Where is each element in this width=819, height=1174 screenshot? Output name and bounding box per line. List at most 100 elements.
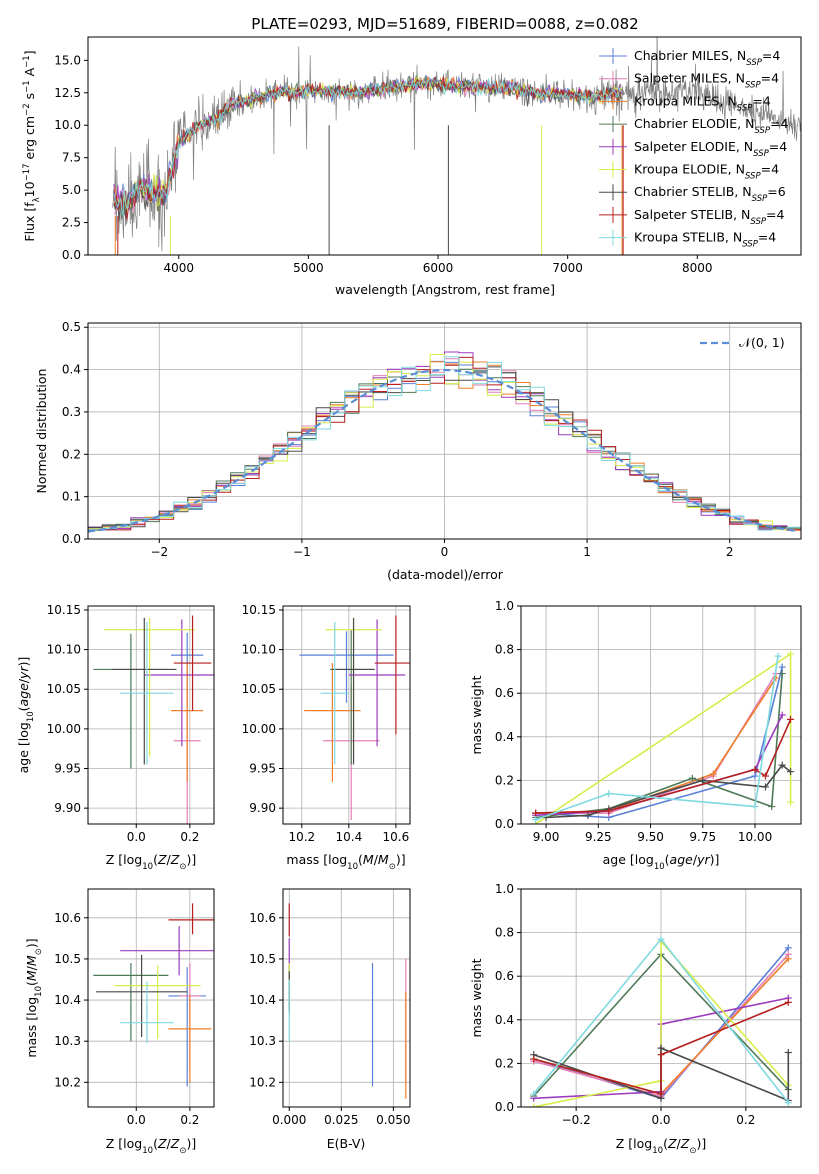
spectrum-title: PLATE=0293, MJD=51689, FIBERID=0088, z=0…	[251, 15, 638, 33]
y-tick-label: 10.4	[249, 993, 276, 1007]
weight-marker-kroupa_elodie	[787, 650, 795, 658]
y-tick-label: 5.0	[62, 183, 81, 197]
x-tick-label: 9.25	[585, 830, 612, 844]
x-tick-label: 7000	[552, 261, 583, 275]
panel-mass-vs-Z: 0.0 0.2 10.2 10.3 10.4 10.5 10.6 Z [log10(Z/Z⊙)…	[24, 888, 215, 1156]
legend-label-salpeter_stelib: Salpeter STELIB, NSSP=4	[634, 207, 784, 227]
weight-marker-kroupa_miles	[709, 770, 717, 778]
x-tick-label: 9.00	[533, 830, 560, 844]
y-tick-label: 0.4	[62, 363, 81, 377]
weight-vs-age-xlabel: age [log10(age/yr)]	[603, 852, 720, 872]
legend-label-chabrier_stelib: Chabrier STELIB, NSSP=6	[634, 184, 786, 204]
x-tick-label: −2	[150, 545, 168, 559]
legend-label-salpeter_miles: Salpeter MILES, NSSP=4	[634, 71, 779, 91]
weight-marker-salpeter_stelib	[657, 1090, 665, 1098]
errorbar-kroupa_stelib	[120, 981, 174, 1044]
y-tick-label: 9.90	[249, 801, 276, 815]
x-tick-label: −0.2	[562, 1113, 591, 1127]
y-tick-label: 0.2	[495, 1056, 514, 1070]
y-tick-label: 10.10	[242, 643, 276, 657]
weight-line-kroupa_elodie	[533, 939, 789, 1107]
panel-age-vs-Z: 0.0 0.2 9.90 9.95 10.00 10.05 10.10 10.15 Z [log…	[16, 603, 215, 872]
weight-marker-chabrier_stelib	[761, 783, 769, 791]
y-tick-label: 0.2	[62, 447, 81, 461]
y-tick-label: 10.2	[54, 1075, 81, 1089]
plot-area	[288, 903, 407, 1099]
y-tick-label: 10.15	[47, 603, 81, 617]
y-tick-label: 0.0	[495, 1100, 514, 1114]
weight-marker-salpeter_stelib	[751, 766, 759, 773]
x-tick-label: 9.75	[689, 830, 716, 844]
spectrum-legend: Chabrier MILES, NSSP=4 Salpeter MILES, NS…	[599, 48, 789, 250]
weight-marker-chabrier_elodie	[768, 803, 776, 811]
x-tick-label: 8000	[682, 261, 713, 275]
plot-area	[530, 935, 792, 1107]
errorbar-chabrier_stelib	[332, 617, 375, 765]
errorbar-salpeter_elodie	[348, 619, 406, 747]
x-tick-label: 0	[441, 545, 449, 559]
axes-frame	[87, 888, 215, 1108]
y-tick-label: 2.5	[62, 216, 81, 230]
spectrum-xlabel: wavelength [Angstrom, rest frame]	[335, 282, 555, 297]
residuals-xlabel: (data-model)/error	[387, 567, 504, 582]
plot-area	[88, 351, 801, 533]
x-tick-label: 0.025	[324, 1113, 358, 1127]
y-tick-label: 10.05	[242, 682, 276, 696]
y-tick-label: 12.5	[54, 86, 81, 100]
mass-vs-ebv-xlabel: E(B-V)	[327, 1136, 366, 1151]
weight-marker-chabrier_stelib	[778, 761, 786, 769]
weight-marker-kroupa_elodie	[530, 1103, 538, 1107]
y-tick-label: 10.2	[249, 1075, 276, 1089]
x-tick-label: 10.2	[288, 830, 315, 844]
x-tick-label: 4000	[163, 261, 194, 275]
weight-marker-kroupa_stelib	[751, 803, 759, 811]
y-tick-label: 1.0	[495, 599, 514, 613]
x-tick-label: 6000	[423, 261, 454, 275]
y-tick-label: 10.15	[242, 603, 276, 617]
errorbar-chabrier_elodie	[93, 633, 169, 769]
normal-curve	[88, 368, 799, 533]
y-tick-label: 0.4	[495, 730, 514, 744]
x-tick-label: 10.6	[383, 830, 410, 844]
y-tick-label: 9.95	[54, 762, 81, 776]
x-tick-label: 0.0	[127, 1113, 146, 1127]
errorbar-salpeter_stelib	[168, 903, 214, 935]
x-tick-label: 5000	[293, 261, 324, 275]
y-tick-label: 0.1	[62, 490, 81, 504]
x-tick-label: 1	[583, 545, 591, 559]
x-tick-label: 0.0	[127, 830, 146, 844]
weight-marker-salpeter_stelib	[605, 807, 613, 815]
y-tick-label: 0.0	[495, 817, 514, 831]
weight-marker-salpeter_stelib	[530, 1055, 538, 1063]
spectrum-ylabel: Flux [fλ10−17 erg cm−2 s−1 A−1]	[22, 50, 42, 241]
legend-label-salpeter_elodie: Salpeter ELODIE, NSSP=4	[634, 139, 787, 159]
y-tick-label: 10.0	[54, 118, 81, 132]
weight-marker-kroupa_stelib	[774, 652, 782, 660]
weight-line-kroupa_miles	[535, 677, 777, 814]
y-tick-label: 10.5	[54, 952, 81, 966]
y-tick-label: 9.95	[249, 762, 276, 776]
y-tick-label: 0.8	[495, 643, 514, 657]
weight-marker-chabrier_miles	[778, 663, 786, 671]
errorbar-kroupa_stelib	[320, 621, 349, 765]
weight-vs-Z-ylabel: mass weight	[469, 958, 484, 1037]
y-tick-label: 0.4	[495, 1013, 514, 1027]
mass-vs-Z-ylabel: mass [log10(M/M⊙)]	[24, 938, 44, 1057]
weight-marker-kroupa_miles	[772, 674, 780, 682]
plot-area	[93, 615, 214, 824]
weight-marker-kroupa_stelib	[605, 789, 613, 797]
weight-marker-chabrier_stelib	[584, 811, 592, 819]
y-tick-label: 0.0	[62, 248, 81, 262]
y-tick-label: 10.10	[47, 643, 81, 657]
plot-area	[93, 903, 214, 1087]
age-vs-mass-xlabel: mass [log10(M/M⊙)]	[286, 852, 405, 872]
errorbar-kroupa_miles	[171, 663, 204, 782]
weight-marker-salpeter_stelib	[532, 809, 540, 817]
weight-marker-chabrier_stelib	[784, 1049, 792, 1056]
weight-marker-kroupa_stelib	[532, 816, 540, 824]
weight-marker-kroupa_elodie	[787, 798, 795, 806]
errorbar-chabrier_miles	[299, 631, 394, 703]
weight-marker-salpeter_elodie	[778, 711, 786, 719]
y-tick-label: 0.6	[495, 686, 514, 700]
